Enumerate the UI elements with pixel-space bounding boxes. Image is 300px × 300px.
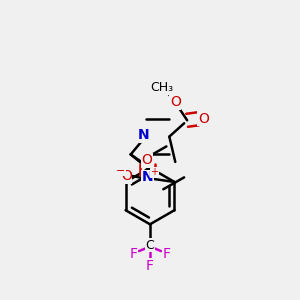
Text: N: N: [141, 170, 153, 184]
Text: F: F: [130, 247, 138, 261]
Text: CH₃: CH₃: [150, 81, 173, 94]
Text: C: C: [146, 238, 154, 252]
Text: −: −: [116, 166, 125, 176]
Text: F: F: [162, 247, 170, 261]
Text: F: F: [146, 259, 154, 273]
Text: N: N: [138, 128, 150, 142]
Text: O: O: [170, 95, 181, 110]
Text: O: O: [121, 169, 132, 183]
Text: +: +: [150, 167, 158, 177]
Text: O: O: [198, 112, 209, 126]
Text: O: O: [142, 153, 152, 167]
